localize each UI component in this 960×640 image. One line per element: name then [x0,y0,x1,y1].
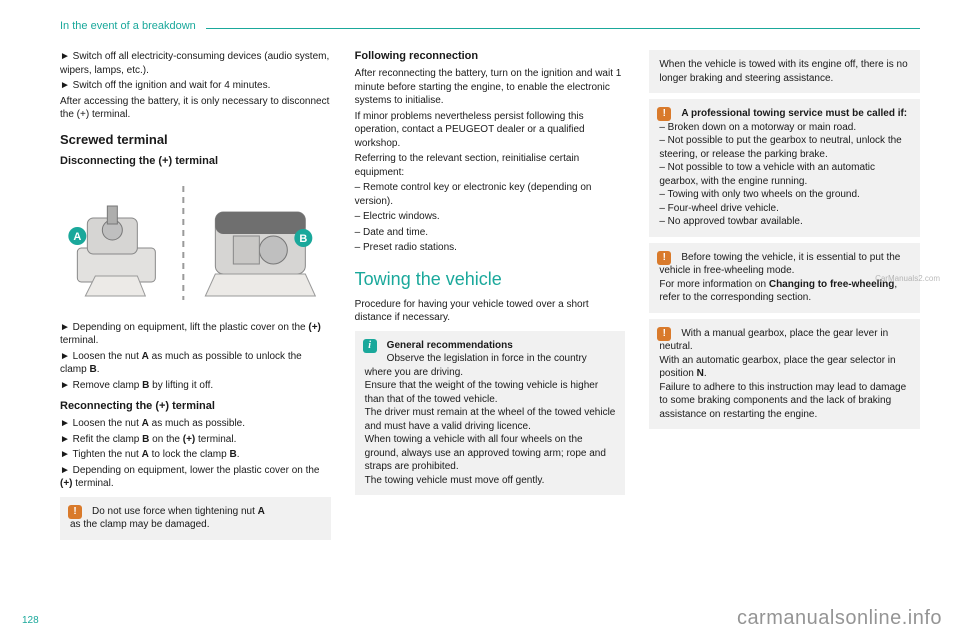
body-text: ► Depending on equipment, lift the plast… [60,321,331,348]
info-icon: i [363,339,377,353]
column-3: When the vehicle is towed with its engin… [649,50,920,546]
column-1: ► Switch off all electricity-consuming d… [60,50,331,546]
list-item: – Remote control key or electronic key (… [355,181,626,208]
list-item: – Electric windows. [355,210,626,224]
warning-box-gearbox: ! With a manual gearbox, place the gear … [649,319,920,430]
info-text: When towing a vehicle with all four whee… [365,433,616,474]
list-item: – Preset radio stations. [355,241,626,255]
warning-text: Before towing the vehicle, it is essenti… [659,251,910,278]
body-text: ► Depending on equipment, lower the plas… [60,464,331,491]
info-box-continuation: When the vehicle is towed with its engin… [649,50,920,93]
warning-icon: ! [657,107,671,121]
info-text: When the vehicle is towed with its engin… [659,58,910,85]
warning-text: For more information on Changing to free… [659,278,910,305]
info-text: The towing vehicle must move off gently. [365,474,616,488]
heading-screwed-terminal: Screwed terminal [60,132,331,147]
list-item: – Not possible to put the gearbox to neu… [659,134,910,161]
info-text: Observe the legislation in force in the … [365,352,616,379]
heading-reconnecting: Reconnecting the (+) terminal [60,400,331,412]
column-2: Following reconnection After reconnectin… [355,50,626,546]
body-text: ► Switch off all electricity-consuming d… [60,50,331,77]
body-text: ► Remove clamp B by lifting it off. [60,379,331,393]
warning-box-professional-towing: ! A professional towing service must be … [649,99,920,237]
columns: ► Switch off all electricity-consuming d… [60,50,920,546]
page: In the event of a breakdown ► Switch off… [0,0,960,556]
body-text: If minor problems nevertheless persist f… [355,110,626,151]
section-title-towing: Towing the vehicle [355,269,626,290]
body-text: Procedure for having your vehicle towed … [355,298,626,325]
section-header: In the event of a breakdown [60,20,196,32]
info-title: General recommendations [365,339,616,353]
body-text: Referring to the relevant section, reini… [355,152,626,179]
header-row: In the event of a breakdown [60,20,920,36]
figure-label-a: A [73,231,81,243]
body-text: ► Loosen the nut A as much as possible. [60,417,331,431]
warning-box-tighten: ! Do not use force when tightening nut A… [60,497,331,540]
body-text: ► Loosen the nut A as much as possible t… [60,350,331,377]
figure-label-b: B [299,233,307,245]
warning-icon: ! [657,251,671,265]
header-line [206,28,920,29]
body-text: ► Tighten the nut A to lock the clamp B. [60,448,331,462]
terminal-figure: A B [60,178,331,308]
list-item: – Broken down on a motorway or main road… [659,121,910,135]
body-text: ► Switch off the ignition and wait for 4… [60,79,331,93]
info-text: The driver must remain at the wheel of t… [365,406,616,433]
info-text: Ensure that the weight of the towing veh… [365,379,616,406]
warning-icon: ! [68,505,82,519]
warning-icon: ! [657,327,671,341]
warning-text: With an automatic gearbox, place the gea… [659,354,910,381]
warning-text: Do not use force when tightening nut A [70,505,321,519]
info-box-recommendations: i General recommendations Observe the le… [355,331,626,496]
heading-disconnecting: Disconnecting the (+) terminal [60,155,331,167]
list-item: – Towing with only two wheels on the gro… [659,188,910,202]
watermark: carmanualsonline.info [737,607,942,630]
body-text: After accessing the battery, it is only … [60,95,331,122]
list-item: – Four-wheel drive vehicle. [659,202,910,216]
warning-text: Failure to adhere to this instruction ma… [659,381,910,422]
list-item: – No approved towbar available. [659,215,910,229]
list-item: – Not possible to tow a vehicle with an … [659,161,910,188]
list-item: – Date and time. [355,226,626,240]
body-text: After reconnecting the battery, turn on … [355,67,626,108]
warning-text: With a manual gearbox, place the gear le… [659,327,910,354]
watermark-small: CarManuals2.com [875,274,940,283]
warning-text: as the clamp may be damaged. [70,518,321,532]
page-number: 128 [22,615,39,626]
warning-title: A professional towing service must be ca… [659,107,910,121]
heading-following-reconnection: Following reconnection [355,50,626,62]
body-text: ► Refit the clamp B on the (+) terminal. [60,433,331,447]
